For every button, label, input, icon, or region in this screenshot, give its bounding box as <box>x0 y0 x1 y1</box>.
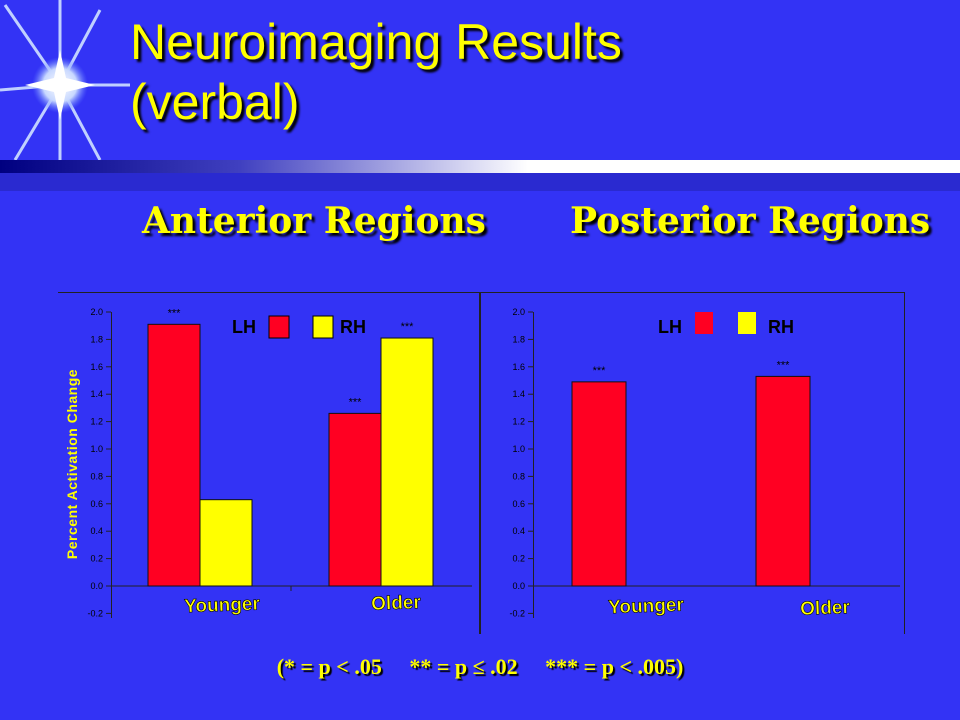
posterior-legend-rh-label: RH <box>768 317 794 337</box>
anterior-y-tick-label: 1.2 <box>90 417 103 427</box>
anterior-y-tick-label: 1.0 <box>90 444 103 454</box>
slide-title-line-2: (verbal) <box>130 74 300 130</box>
posterior-regions-heading: Posterior Regions <box>570 200 931 242</box>
posterior-category-older: Older <box>800 597 851 620</box>
posterior-y-tick-label: 1.2 <box>512 417 525 427</box>
posterior-legend-rh-swatch <box>738 312 756 334</box>
anterior-y-axis-label: Percent Activation Change <box>64 369 80 559</box>
anterior-y-tick-label: 1.8 <box>90 334 103 344</box>
posterior-bar-lh-younger <box>571 381 627 587</box>
posterior-y-tick-label: 1.6 <box>512 362 525 372</box>
anterior-y-tick-label: 0.8 <box>90 471 103 481</box>
anterior-y-tick-label: 1.6 <box>90 362 103 372</box>
posterior-y-tick-label: 0.2 <box>512 554 525 564</box>
anterior-y-tick-label: 0.6 <box>90 499 103 509</box>
posterior-plot-area <box>480 292 905 634</box>
anterior-significance-label: *** <box>349 396 363 408</box>
posterior-category-younger: Younger <box>608 595 685 619</box>
anterior-significance-label: *** <box>168 307 182 319</box>
anterior-y-tick-label: 1.4 <box>90 389 103 399</box>
posterior-bar-lh-older <box>755 375 811 587</box>
anterior-bar-rh-older <box>380 337 434 587</box>
anterior-legend-lh-label: LH <box>232 317 256 337</box>
anterior-category-younger: Younger <box>184 594 261 618</box>
posterior-legend-lh-swatch <box>695 312 713 334</box>
slide-title-line-1: Neuroimaging Results <box>130 14 622 70</box>
anterior-legend-rh-swatch <box>312 315 334 339</box>
posterior-y-tick-label: 1.4 <box>512 389 525 399</box>
anterior-y-tick-label: 0.4 <box>90 526 103 536</box>
posterior-y-tick-label: 2.0 <box>512 307 525 317</box>
title-divider-bar <box>0 160 960 191</box>
posterior-y-tick-label: 0.0 <box>512 581 525 591</box>
anterior-y-tick-label: -0.2 <box>87 608 103 618</box>
starburst-logo <box>0 0 130 170</box>
anterior-y-tick-label: 0.2 <box>90 554 103 564</box>
posterior-significance-label: *** <box>777 359 791 371</box>
anterior-category-older: Older <box>371 592 422 615</box>
significance-footnote: (* = p < .05 ** = p ≤ .02 *** = p < .005… <box>276 654 684 679</box>
anterior-significance-label: *** <box>401 321 415 333</box>
posterior-y-tick-label: -0.2 <box>509 608 525 618</box>
anterior-y-tick-label: 2.0 <box>90 307 103 317</box>
posterior-y-tick-label: 1.8 <box>512 334 525 344</box>
posterior-significance-label: *** <box>593 365 607 377</box>
anterior-y-tick-label: 0.0 <box>90 581 103 591</box>
posterior-legend-lh-label: LH <box>658 317 682 337</box>
posterior-y-tick-label: 0.8 <box>512 471 525 481</box>
anterior-legend-lh-swatch <box>268 315 290 339</box>
posterior-y-tick-label: 0.6 <box>512 499 525 509</box>
posterior-y-tick-label: 1.0 <box>512 444 525 454</box>
anterior-bar-rh-younger <box>199 499 253 587</box>
anterior-regions-heading: Anterior Regions <box>142 200 486 242</box>
posterior-chart: -0.2 0.0 0.2 0.4 0.6 0.8 1.0 1.2 1.4 1.6 1.8 2.0 **… <box>480 292 905 634</box>
anterior-legend-rh-label: RH <box>340 317 366 337</box>
posterior-y-tick-label: 0.4 <box>512 526 525 536</box>
anterior-bar-lh-younger <box>147 323 201 587</box>
anterior-bar-lh-older <box>328 412 382 587</box>
anterior-chart: Percent Activation Change -0.2 0.0 0.2 0.4 0… <box>58 292 480 634</box>
